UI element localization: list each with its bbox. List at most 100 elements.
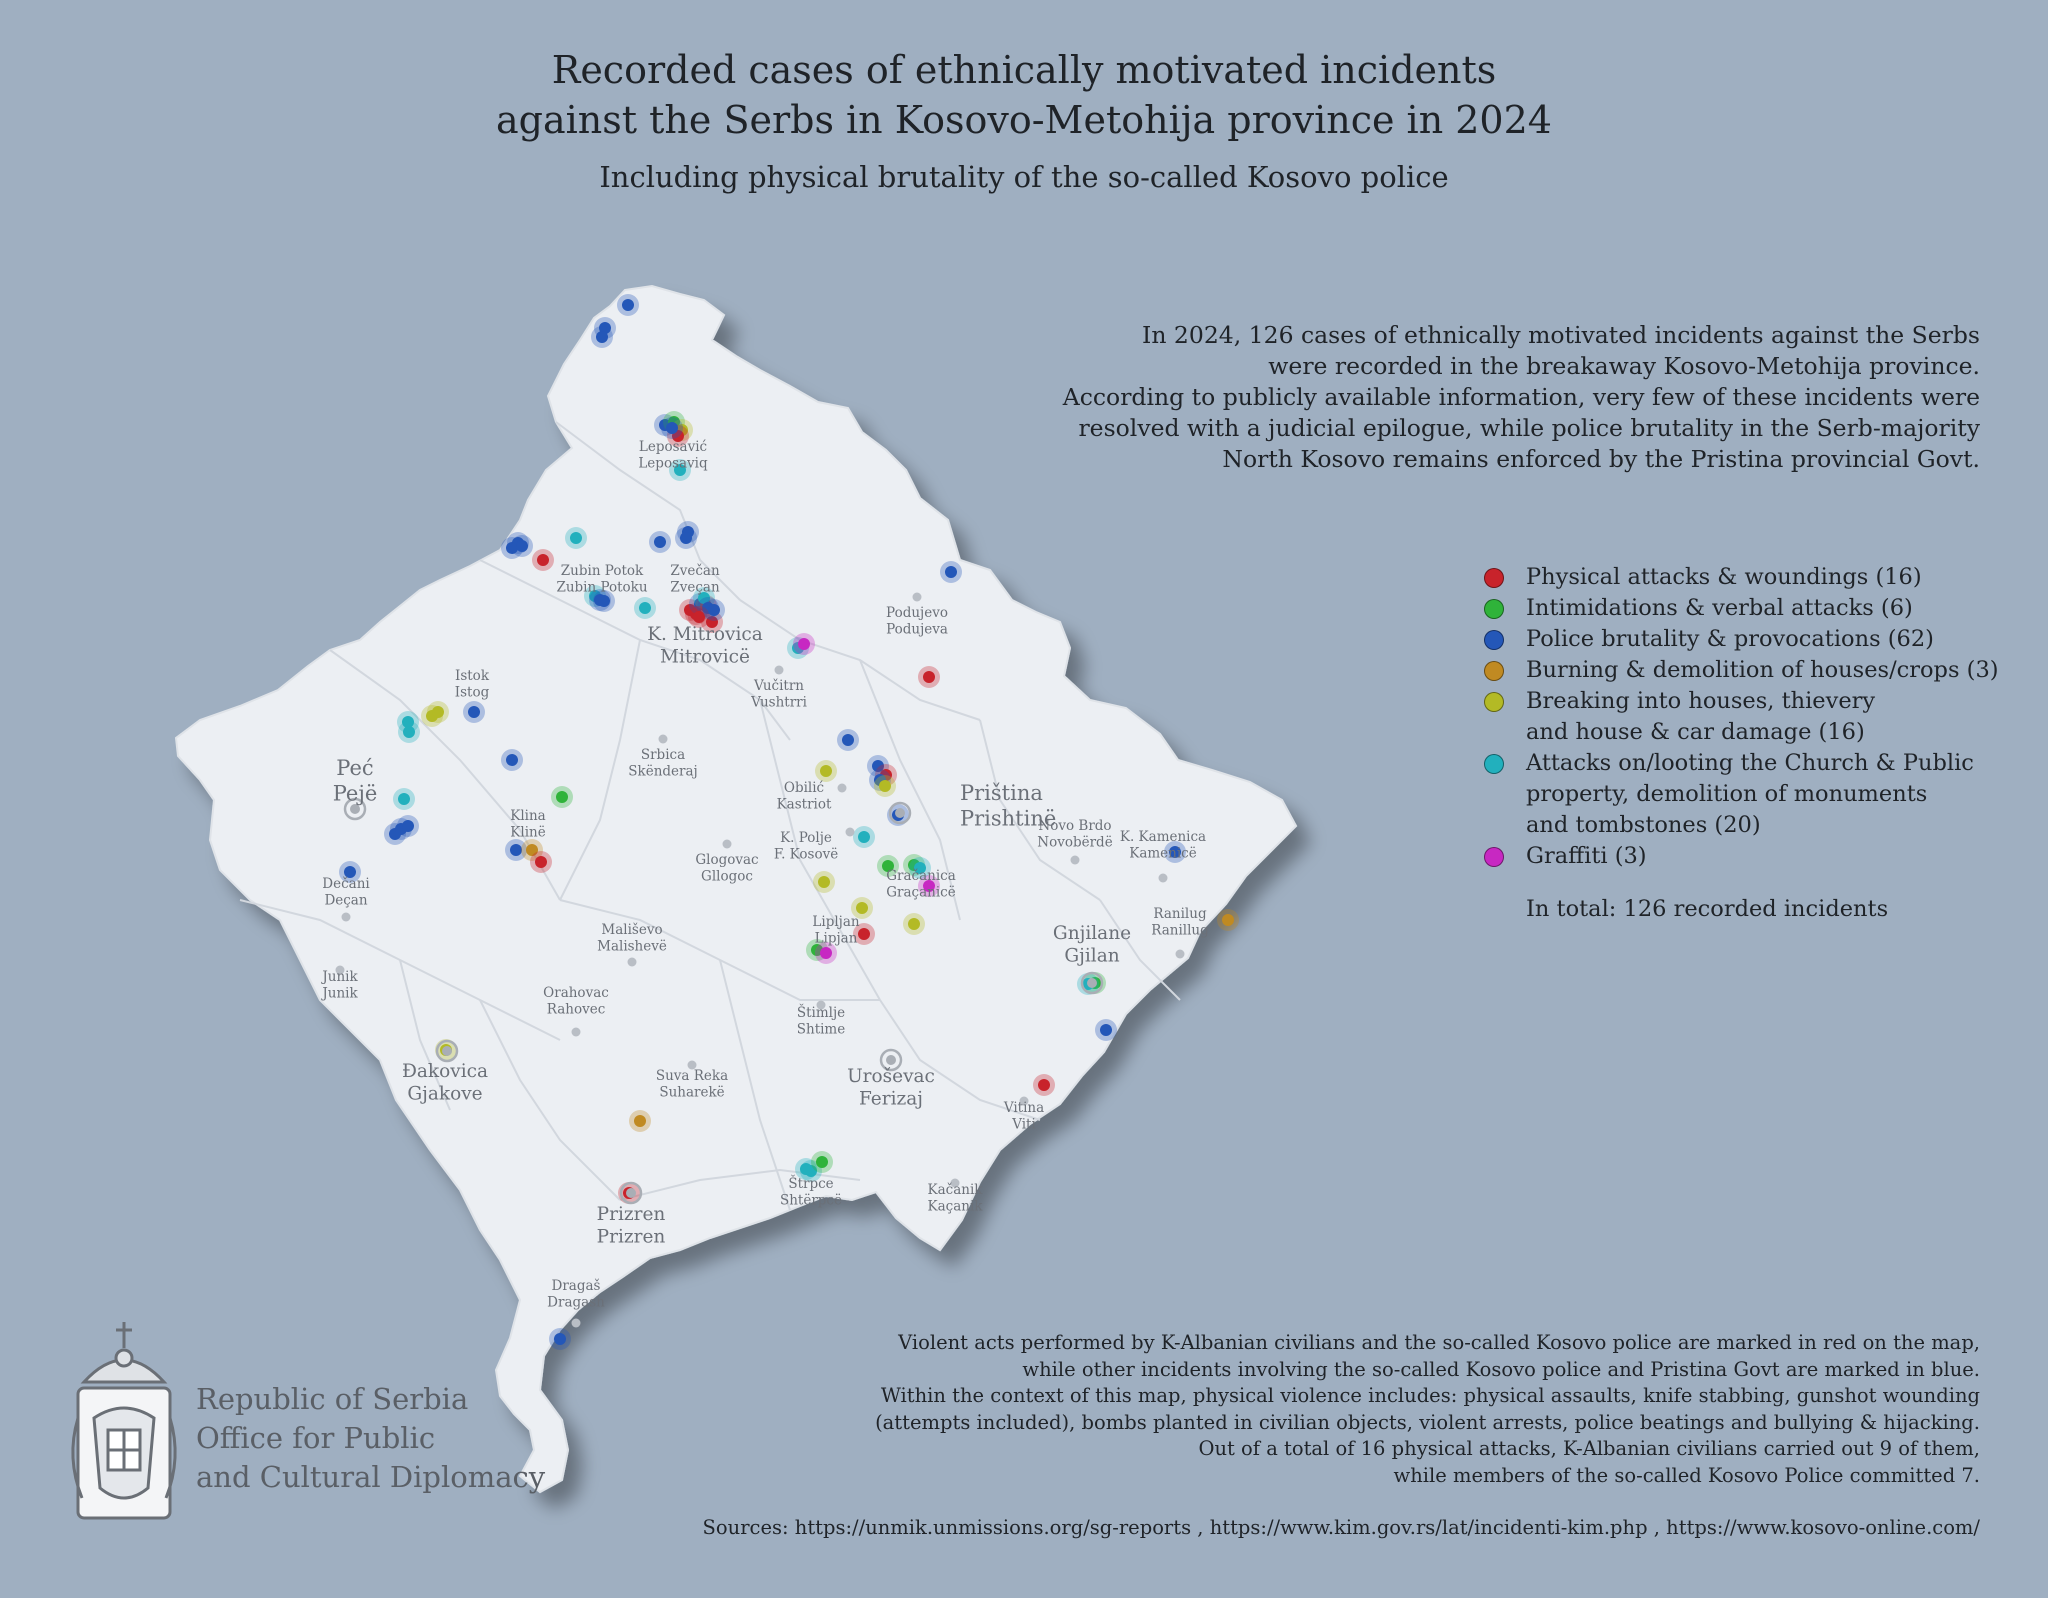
municipal-border	[559, 639, 641, 901]
marker-core	[526, 844, 538, 856]
municipal-border	[619, 1168, 861, 1201]
place-label: Prishtinë	[960, 807, 1056, 831]
incident-marker-police	[397, 815, 419, 837]
place-label: Istog	[455, 684, 490, 700]
municipal-border	[759, 699, 881, 1001]
place-label: Istok	[455, 668, 490, 684]
intro-line: resolved with a judicial epilogue, while…	[1078, 414, 1980, 442]
legend-label: Physical attacks & woundings (16)	[1526, 564, 1922, 590]
org-line: and Cultural Diplomacy	[196, 1460, 546, 1494]
marker-core	[858, 928, 870, 940]
place-label: Ranilug	[1153, 906, 1207, 922]
legend-item-burning: Burning & demolition of houses/crops (3)	[1484, 655, 1999, 686]
legend-swatch-church	[1484, 754, 1504, 774]
incident-marker-church	[398, 721, 420, 743]
marker-core	[693, 611, 705, 623]
legend-total: In total: 126 recorded incidents	[1526, 896, 1889, 922]
city-ring	[435, 1039, 459, 1063]
marker-core	[510, 844, 522, 856]
subtitle: Including physical brutality of the so-c…	[599, 160, 1449, 194]
incident-marker-breaking	[815, 760, 837, 782]
incident-marker-physical	[701, 611, 723, 633]
town-dot	[341, 912, 351, 922]
place-label: Shtime	[797, 1021, 845, 1037]
place-label: Obilić	[784, 780, 824, 796]
legend-item-graffiti: Graffiti (3)	[1484, 841, 1999, 872]
marker-core	[858, 831, 870, 843]
incident-marker-police	[837, 729, 859, 751]
town-dot	[335, 965, 345, 975]
footnotes: Violent acts performed by K-Albanian civ…	[780, 1330, 1980, 1489]
incident-marker-breaking	[427, 701, 449, 723]
municipal-border	[859, 659, 961, 921]
marker-core	[598, 595, 610, 607]
city-ring-center	[886, 1055, 896, 1065]
town-dot	[816, 1000, 826, 1010]
title-line-2: against the Serbs in Kosovo-Metohija pro…	[496, 98, 1552, 142]
incident-marker-intimidation	[551, 786, 573, 808]
footnote-line: while other incidents involving the so-c…	[1022, 1357, 1980, 1381]
town-dot	[950, 1178, 960, 1188]
city-ring-center	[1087, 978, 1097, 988]
incident-marker-burning	[1217, 909, 1239, 931]
place-label: Pejë	[333, 782, 378, 806]
marker-core	[403, 726, 415, 738]
marker-core	[882, 860, 894, 872]
org-line: Office for Public	[196, 1421, 436, 1455]
municipal-border	[399, 959, 451, 1111]
place-label: K. Mitrovica	[647, 624, 763, 645]
incident-marker-police	[593, 590, 615, 612]
place-label: Dragash	[547, 1294, 605, 1310]
marker-core	[344, 866, 356, 878]
city-ring	[1080, 971, 1104, 995]
place-label: Suva Reka	[656, 1068, 728, 1084]
incident-marker-church	[800, 1160, 822, 1182]
marker-core	[432, 706, 444, 718]
town-dot	[1175, 949, 1185, 959]
place-label: F. Kosovë	[774, 846, 838, 862]
place-label: Rahovec	[547, 1001, 606, 1017]
legend-label: Attacks on/looting the Church & Public	[1526, 750, 1974, 776]
sources-line: Sources: https://unmik.unmissions.org/sg…	[702, 1516, 1980, 1539]
place-label: Mališevo	[601, 922, 662, 938]
legend-swatch-graffiti	[1484, 847, 1504, 867]
place-label: Skënderaj	[628, 763, 697, 779]
incident-marker-physical	[688, 606, 710, 628]
marker-core	[402, 820, 414, 832]
incident-marker-physical	[1033, 1074, 1055, 1096]
place-label: Podujeva	[886, 621, 948, 637]
marker-core	[842, 734, 854, 746]
marker-core	[506, 754, 518, 766]
incident-marker-burning	[629, 1110, 651, 1132]
place-label: Mitrovicë	[660, 647, 750, 668]
town-dot	[571, 1027, 581, 1037]
incident-marker-police	[511, 535, 533, 557]
incident-marker-church	[909, 857, 931, 879]
legend-item-church: Attacks on/looting the Church & Public pr…	[1484, 748, 1999, 841]
legend-item-physical: Physical attacks & woundings (16)	[1484, 562, 1999, 593]
city-ring-center	[442, 1046, 452, 1056]
town-dot	[1070, 855, 1080, 865]
municipal-border	[479, 559, 791, 741]
incident-marker-police	[339, 861, 361, 883]
serbia-coat-of-arms-icon	[71, 1322, 177, 1520]
kosovo-territory	[174, 284, 1298, 1494]
place-label: Prizren	[597, 1204, 666, 1225]
place-label: Zveçan	[670, 579, 720, 595]
incident-marker-church	[393, 788, 415, 810]
place-label: Prizren	[597, 1227, 666, 1248]
marker-core	[570, 532, 582, 544]
intro-line: In 2024, 126 cases of ethnically motivat…	[1142, 321, 1980, 349]
place-label: Zubin Potoku	[556, 579, 647, 595]
place-label: Deçan	[324, 892, 367, 908]
